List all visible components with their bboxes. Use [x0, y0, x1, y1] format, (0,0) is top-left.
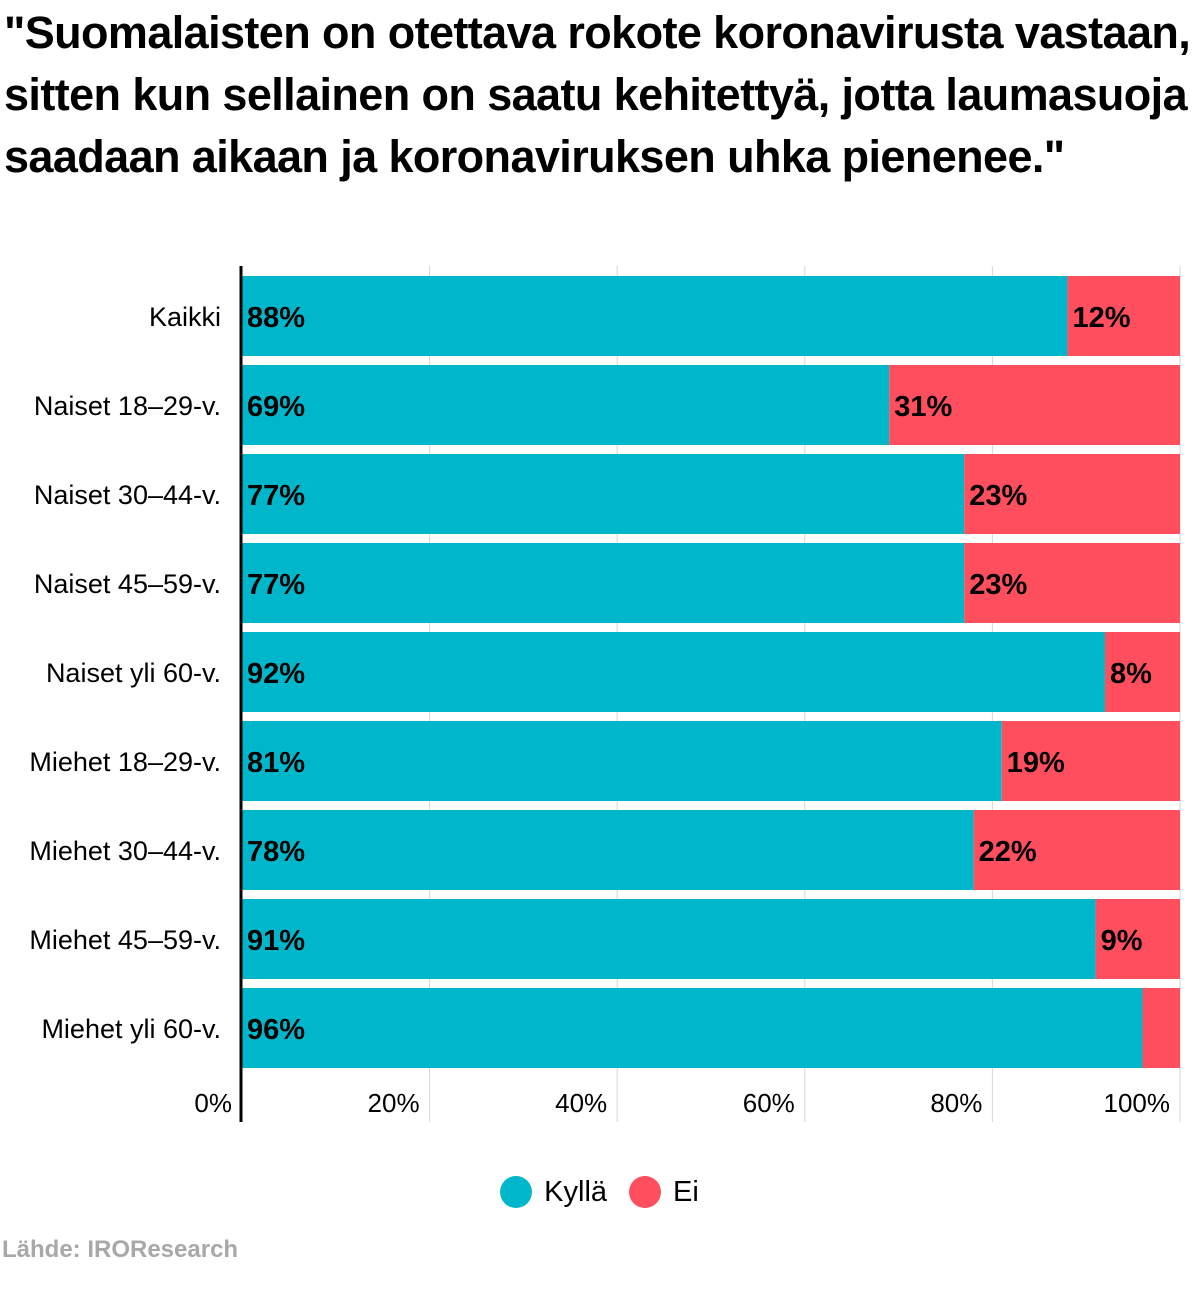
bar-kylla-0 — [242, 276, 1068, 356]
legend-swatch-kylla — [500, 1176, 533, 1208]
bar-kylla-2 — [242, 454, 965, 534]
bar-ei-5 — [1001, 721, 1180, 801]
legend-item-kylla[interactable]: Kyllä — [496, 1176, 611, 1209]
bar-ei-8 — [1142, 988, 1180, 1068]
category-label-4: Naiset yli 60-v. — [46, 658, 221, 688]
x-tick-label-40: 40% — [555, 1088, 607, 1118]
category-label-0: Kaikki — [149, 302, 221, 332]
category-label-1: Naiset 18–29-v. — [34, 391, 221, 421]
category-label-3: Naiset 45–59-v. — [34, 569, 221, 599]
category-label-5: Miehet 18–29-v. — [29, 747, 221, 777]
x-tick-label-0: 0% — [194, 1088, 232, 1118]
data-label-kylla-4: 92% — [247, 658, 305, 690]
legend-label-kylla: Kyllä — [544, 1175, 608, 1208]
bar-ei-0 — [1067, 276, 1180, 356]
data-label-kylla-7: 91% — [247, 925, 305, 957]
data-label-ei-7: 9% — [1101, 925, 1143, 957]
data-label-kylla-8: 96% — [247, 1014, 305, 1046]
bar-ei-4 — [1104, 632, 1180, 712]
chart-legend: Kyllä Ei — [0, 1172, 1199, 1212]
data-label-kylla-5: 81% — [247, 747, 305, 779]
data-label-ei-6: 22% — [979, 836, 1037, 868]
category-label-2: Naiset 30–44-v. — [34, 480, 221, 510]
chart-title: "Suomalaisten on otettava rokote koronav… — [4, 7, 1191, 182]
bar-kylla-7 — [242, 899, 1096, 979]
bar-ei-7 — [1095, 899, 1180, 979]
bar-kylla-6 — [242, 810, 974, 890]
category-label-8: Miehet yli 60-v. — [41, 1014, 221, 1044]
x-tick-label-100: 100% — [1104, 1088, 1171, 1118]
data-label-ei-1: 31% — [894, 391, 952, 423]
bar-ei-1 — [889, 365, 1180, 445]
bar-kylla-8 — [242, 988, 1143, 1068]
bar-chart: 88% 12% Kaikki 69% 31% Naiset 18–29-v. 77% 23% N… — [29, 266, 1181, 1122]
bar-ei-6 — [973, 810, 1180, 890]
data-label-ei-2: 23% — [969, 480, 1027, 512]
bar-kylla-1 — [242, 365, 890, 445]
x-tick-label-80: 80% — [930, 1088, 982, 1118]
bar-kylla-4 — [242, 632, 1105, 712]
bar-ei-2 — [964, 454, 1180, 534]
bar-ei-3 — [964, 543, 1180, 623]
data-label-kylla-2: 77% — [247, 480, 305, 512]
data-label-ei-5: 19% — [1007, 747, 1065, 779]
bar-kylla-5 — [242, 721, 1002, 801]
category-label-6: Miehet 30–44-v. — [29, 836, 221, 866]
data-label-ei-0: 12% — [1072, 302, 1130, 334]
data-label-ei-4: 8% — [1110, 658, 1152, 690]
data-label-kylla-1: 69% — [247, 391, 305, 423]
data-label-kylla-6: 78% — [247, 836, 305, 868]
data-label-kylla-3: 77% — [247, 569, 305, 601]
legend-label-ei: Ei — [673, 1175, 699, 1208]
data-label-kylla-0: 88% — [247, 302, 305, 334]
x-tick-label-20: 20% — [368, 1088, 420, 1118]
source-note: Lähde: IROResearch — [2, 1236, 239, 1263]
legend-swatch-ei — [629, 1176, 662, 1208]
x-tick-label-60: 60% — [743, 1088, 795, 1118]
bar-kylla-3 — [242, 543, 965, 623]
legend-item-ei[interactable]: Ei — [625, 1176, 703, 1209]
category-label-7: Miehet 45–59-v. — [29, 925, 221, 955]
data-label-ei-3: 23% — [969, 569, 1027, 601]
